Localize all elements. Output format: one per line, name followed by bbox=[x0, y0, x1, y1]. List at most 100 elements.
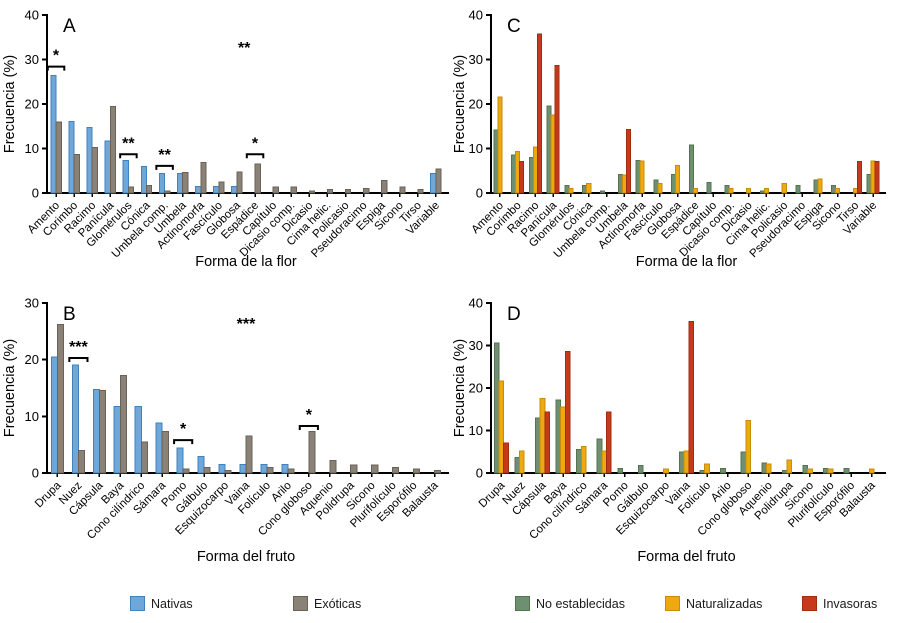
bar bbox=[308, 190, 316, 194]
bar bbox=[724, 184, 730, 194]
bar bbox=[155, 422, 163, 474]
bar bbox=[413, 468, 421, 474]
bar bbox=[866, 173, 872, 194]
bar bbox=[637, 464, 644, 474]
bar bbox=[781, 469, 788, 474]
bar bbox=[77, 449, 85, 474]
bar bbox=[550, 114, 556, 194]
legend-item: No establecidas bbox=[515, 596, 625, 611]
bar bbox=[381, 180, 388, 194]
panel-letter: D bbox=[507, 304, 521, 325]
y-tick-label: 10 bbox=[25, 409, 39, 424]
bar bbox=[827, 468, 834, 474]
bar bbox=[601, 450, 608, 474]
bar bbox=[113, 406, 121, 474]
bar bbox=[260, 464, 268, 474]
bar bbox=[560, 406, 566, 474]
legend-label: Invasoras bbox=[823, 596, 878, 611]
y-tick-label: 0 bbox=[476, 466, 483, 481]
bar bbox=[679, 451, 685, 474]
bar bbox=[532, 146, 538, 194]
bar bbox=[56, 324, 65, 474]
bar bbox=[493, 129, 499, 194]
y-tick-label: 40 bbox=[25, 8, 39, 23]
bar bbox=[835, 188, 841, 194]
significance-bracket bbox=[46, 65, 66, 71]
y-tick-label: 10 bbox=[469, 141, 483, 156]
bar bbox=[759, 190, 765, 194]
y-tick-label: 40 bbox=[469, 8, 483, 23]
legend-item: Nativas bbox=[130, 596, 193, 611]
y-tick-label: 30 bbox=[469, 52, 483, 67]
bar bbox=[874, 160, 880, 194]
bar bbox=[564, 350, 571, 474]
bar bbox=[200, 161, 207, 194]
bar bbox=[176, 447, 184, 474]
bar bbox=[795, 184, 801, 194]
bar bbox=[68, 120, 75, 194]
x-tick-label: Drupa bbox=[33, 479, 64, 510]
bar bbox=[182, 172, 189, 194]
bar bbox=[399, 186, 406, 194]
y-axis-title: Frecuencia (%) bbox=[2, 55, 18, 153]
panel-A-chart: 010203040AmentoCorimboRacimoPanículaGlom… bbox=[2, 8, 449, 270]
bar bbox=[73, 153, 80, 194]
bar bbox=[599, 190, 606, 194]
legend-swatch bbox=[515, 596, 530, 611]
y-tick-label: 0 bbox=[32, 466, 39, 481]
legend-swatch bbox=[665, 596, 680, 611]
legend-swatch bbox=[802, 596, 817, 611]
bar bbox=[392, 466, 400, 474]
bar bbox=[417, 188, 424, 194]
significance-stars: ** bbox=[238, 40, 251, 57]
bar bbox=[653, 179, 659, 194]
bar bbox=[290, 186, 297, 194]
significance-stars: * bbox=[252, 135, 259, 152]
bar bbox=[176, 172, 184, 194]
bar bbox=[498, 380, 505, 474]
bar bbox=[781, 183, 787, 194]
bar bbox=[50, 75, 57, 194]
bar bbox=[663, 468, 669, 474]
bar bbox=[71, 364, 79, 474]
y-axis-title: Frecuencia (%) bbox=[2, 339, 18, 437]
legend-swatch bbox=[293, 596, 308, 611]
bar bbox=[287, 468, 295, 474]
bar bbox=[582, 184, 588, 194]
bar bbox=[843, 467, 850, 474]
panel-C-chart: 010203040AmentoCorimboRacimoPanículaGlom… bbox=[452, 8, 886, 270]
bar bbox=[140, 166, 147, 194]
bar bbox=[586, 183, 592, 194]
bar bbox=[706, 181, 712, 194]
panel-letter: C bbox=[507, 16, 521, 37]
bar bbox=[639, 160, 645, 194]
y-tick-label: 0 bbox=[32, 186, 39, 201]
bar bbox=[519, 160, 525, 194]
bar bbox=[434, 470, 442, 474]
bar bbox=[515, 151, 521, 194]
y-tick-label: 30 bbox=[25, 52, 39, 67]
bar bbox=[236, 171, 243, 194]
significance-stars: * bbox=[53, 48, 60, 65]
bar bbox=[182, 468, 190, 474]
legend-label: Exóticas bbox=[314, 596, 362, 611]
bar bbox=[272, 186, 279, 194]
bar bbox=[435, 168, 442, 194]
bar bbox=[692, 188, 698, 194]
bar bbox=[55, 121, 62, 194]
significance-stars: ** bbox=[122, 135, 135, 152]
y-tick-label: 10 bbox=[25, 141, 39, 156]
y-tick-label: 30 bbox=[25, 296, 39, 311]
x-axis-title: Forma de la flor bbox=[195, 254, 297, 270]
x-axis-title: Forma del fruto bbox=[637, 549, 735, 565]
y-tick-label: 0 bbox=[476, 186, 483, 201]
bar bbox=[596, 438, 603, 474]
bar bbox=[140, 441, 148, 474]
panel-letter: A bbox=[63, 16, 76, 37]
bar bbox=[688, 144, 694, 194]
significance-bracket bbox=[173, 439, 194, 445]
bar bbox=[786, 459, 793, 474]
bar bbox=[831, 184, 837, 194]
bar bbox=[807, 468, 813, 474]
bar bbox=[852, 188, 858, 194]
